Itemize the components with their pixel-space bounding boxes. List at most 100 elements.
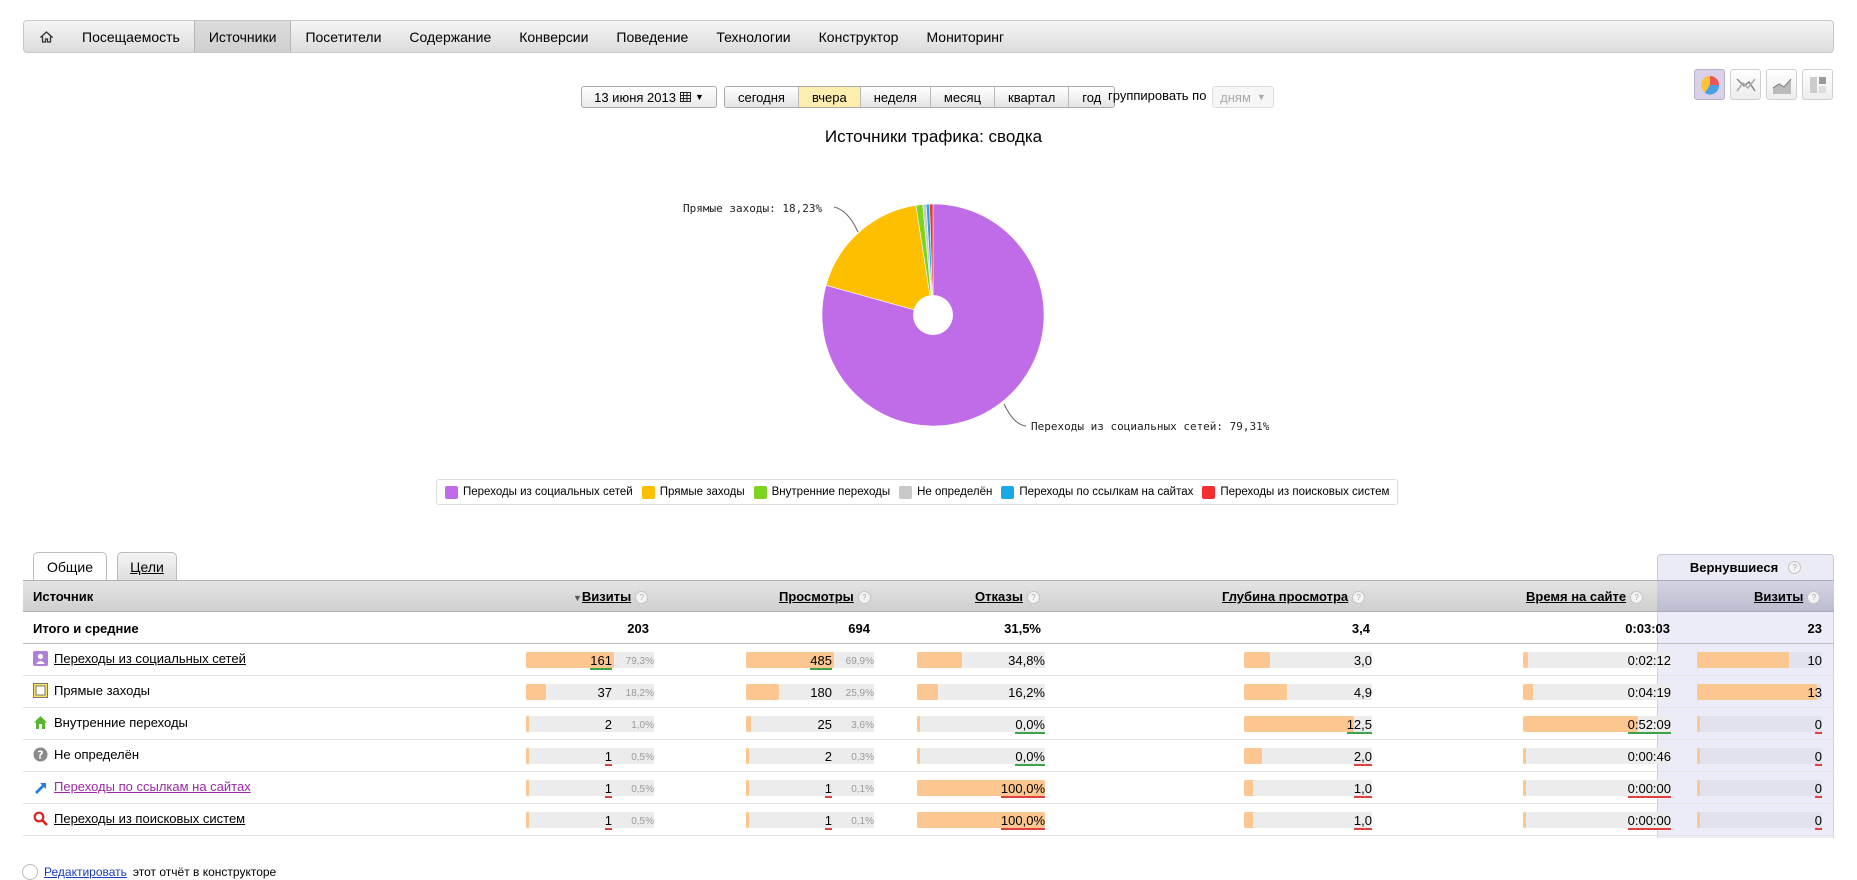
time-bar-fill <box>1523 716 1638 732</box>
legend-label: Прямые заходы <box>659 486 745 498</box>
legend-label: Не определён <box>917 486 993 498</box>
visits-percent: 79,3% <box>625 656 654 667</box>
returned-visits-bar: 0 <box>1697 748 1822 766</box>
visits-bar-fill <box>526 716 529 732</box>
chevron-down-icon: ▼ <box>694 92 704 102</box>
nav-item-traffic[interactable]: Посещаемость <box>82 28 180 45</box>
help-icon[interactable]: ? <box>1807 591 1821 604</box>
source-link-social[interactable]: Переходы из социальных сетей <box>54 651 246 666</box>
tab-general[interactable]: Общие <box>33 552 107 581</box>
svg-text:?: ? <box>37 749 43 762</box>
line-chart-icon <box>1735 77 1756 91</box>
help-icon[interactable]: ? <box>635 591 649 604</box>
visits-value: 161 <box>590 653 612 670</box>
returned-visits-bar: 13 <box>1697 684 1822 700</box>
header-returned-visits[interactable]: Визиты? <box>1754 589 1821 604</box>
depth-value: 2,0 <box>1353 749 1372 766</box>
bounces-bar-fill <box>917 716 920 732</box>
period-week[interactable]: неделя <box>860 87 931 107</box>
header-visits[interactable]: ▼Визиты? <box>573 589 649 604</box>
header-views[interactable]: Просмотры? <box>779 589 871 604</box>
nav-item-constructor[interactable]: Конструктор <box>818 28 899 45</box>
bounces-bar-fill <box>917 812 1045 828</box>
home-icon <box>39 30 53 43</box>
calendar-icon <box>679 92 691 102</box>
time-bar: 0:02:12 <box>1523 652 1671 668</box>
legend-item-unknown[interactable]: Не определён <box>899 485 993 499</box>
table-row: ? Не определён 1 0,5% 2 0,3% 0,0% 2,0 <box>23 740 1834 772</box>
tab-goals[interactable]: Цели <box>117 552 177 580</box>
source-link-links[interactable]: Переходы по ссылкам на сайтах <box>54 779 251 794</box>
chevron-down-icon: ▼ <box>1256 92 1266 102</box>
nav-item-visitors[interactable]: Посетители <box>305 28 382 45</box>
source-cell: Переходы из поисковых систем <box>33 811 245 826</box>
chart-type-area-button[interactable] <box>1766 69 1797 100</box>
header-bounces[interactable]: Отказы? <box>975 589 1040 604</box>
nav-item-behavior[interactable]: Поведение <box>616 28 689 45</box>
returned-visits-bar-fill <box>1697 812 1700 828</box>
source-link-search[interactable]: Переходы из поисковых систем <box>54 811 246 826</box>
help-icon[interactable]: ? <box>857 591 871 604</box>
visits-percent: 1,0% <box>631 720 654 731</box>
legend-label: Переходы из поисковых систем <box>1220 486 1390 498</box>
period-yesterday[interactable]: вчера <box>798 87 861 107</box>
period-month[interactable]: месяц <box>930 87 996 107</box>
bounces-value: 100,0% <box>1000 781 1045 798</box>
nav-item-conversions[interactable]: Конверсии <box>519 28 589 45</box>
returned-visits-value: 0 <box>1814 749 1822 766</box>
help-icon[interactable]: ? <box>1352 591 1366 604</box>
visits-bar: 37 18,2% <box>526 684 654 700</box>
edit-report-link[interactable]: Редактировать <box>44 865 127 879</box>
help-icon[interactable]: ? <box>1788 561 1802 574</box>
home-button[interactable] <box>24 21 68 52</box>
time-bar-fill <box>1523 780 1526 796</box>
bounces-bar-fill <box>917 652 962 668</box>
group-by-select[interactable]: дням ▼ <box>1212 86 1274 108</box>
legend-item-links[interactable]: Переходы по ссылкам на сайтах <box>1001 485 1193 499</box>
legend-item-direct[interactable]: Прямые заходы <box>641 485 745 499</box>
source-label-unknown: Не определён <box>54 747 140 762</box>
returned-visits-bar-fill <box>1697 748 1700 764</box>
depth-value: 12,5 <box>1346 717 1372 734</box>
legend-label: Внутренние переходы <box>771 486 891 498</box>
pie-slice-direct[interactable] <box>825 204 934 316</box>
period-quarter[interactable]: квартал <box>995 87 1070 107</box>
nav-item-sources[interactable]: Источники <box>193 21 292 52</box>
views-value: 485 <box>810 653 832 670</box>
views-percent: 69,9% <box>845 656 874 667</box>
table-row: Внутренние переходы 2 1,0% 25 3,6% 0,0% … <box>23 708 1834 740</box>
legend-item-internal[interactable]: Внутренние переходы <box>753 485 891 499</box>
time-bar: 0:04:19 <box>1523 684 1671 700</box>
visits-percent: 18,2% <box>625 688 654 699</box>
views-bar: 1 0,1% <box>746 780 874 798</box>
time-bar-fill <box>1523 748 1526 764</box>
depth-bar-fill <box>1244 684 1288 700</box>
date-picker-button[interactable]: 13 июня 2013 ▼ <box>581 86 717 108</box>
source-label-internal: Внутренние переходы <box>54 715 188 730</box>
chart-type-line-button[interactable] <box>1730 69 1761 100</box>
returned-visits-value: 10 <box>1807 653 1822 668</box>
pie-slice-search[interactable] <box>929 203 934 316</box>
returned-visitors-tab[interactable]: Вернувшиеся ? <box>1657 554 1834 580</box>
chart-type-pie-button[interactable] <box>1694 69 1725 100</box>
nav-item-technology[interactable]: Технологии <box>716 28 791 45</box>
period-today[interactable]: сегодня <box>725 87 799 107</box>
nav-item-content[interactable]: Содержание <box>409 28 492 45</box>
views-bar: 180 25,9% <box>746 684 874 700</box>
period-year[interactable]: год <box>1069 87 1115 107</box>
chart-type-stacked-button[interactable] <box>1802 69 1833 100</box>
header-depth[interactable]: Глубина просмотра? <box>1222 589 1366 604</box>
visits-bar: 1 0,5% <box>526 748 654 766</box>
nav-item-monitoring[interactable]: Мониторинг <box>926 28 1005 45</box>
help-icon[interactable]: ? <box>1630 591 1644 604</box>
bounces-bar: 34,8% <box>917 652 1045 668</box>
totals-views: 694 <box>848 621 870 636</box>
header-time[interactable]: Время на сайте? <box>1526 589 1644 604</box>
visits-bar-fill <box>526 684 547 700</box>
legend-item-search[interactable]: Переходы из поисковых систем <box>1202 485 1390 499</box>
help-icon[interactable]: ? <box>1026 591 1040 604</box>
time-value: 0:04:19 <box>1627 685 1671 700</box>
legend-item-social[interactable]: Переходы из социальных сетей <box>445 485 633 499</box>
time-value: 0:00:00 <box>1627 781 1671 798</box>
returned-visits-bar-fill <box>1697 684 1817 700</box>
